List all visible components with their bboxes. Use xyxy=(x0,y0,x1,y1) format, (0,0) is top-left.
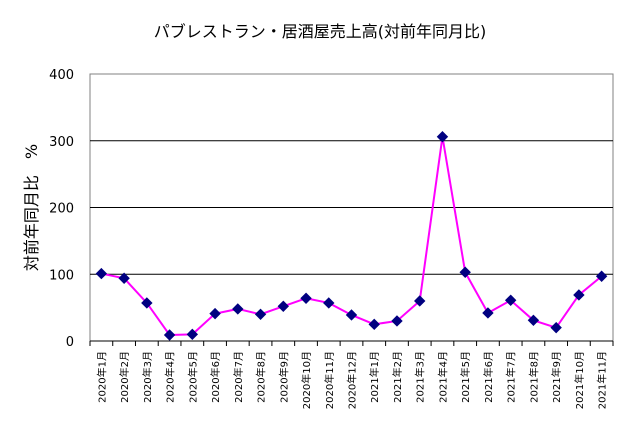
x-tick-label: 2020年6月 xyxy=(209,351,222,403)
chart-title: パブレストラン・居酒屋売上高(対前年同月比) xyxy=(154,22,487,41)
x-tick-label: 2021年5月 xyxy=(459,351,472,403)
data-point xyxy=(300,292,312,304)
data-point xyxy=(118,272,130,284)
x-tick-label: 2021年8月 xyxy=(527,351,540,403)
x-tick-label: 2020年5月 xyxy=(186,351,199,403)
data-point xyxy=(95,267,108,280)
x-tick-label: 2021年9月 xyxy=(550,351,563,403)
data-point xyxy=(459,266,471,278)
y-tick-label: 400 xyxy=(49,68,74,83)
data-point xyxy=(345,309,358,321)
x-tick-label: 2021年6月 xyxy=(482,351,495,403)
data-point xyxy=(482,307,494,319)
data-point xyxy=(504,294,517,306)
x-tick-label: 2020年3月 xyxy=(141,351,154,403)
data-point xyxy=(368,318,380,331)
y-tick-label: 0 xyxy=(66,335,74,350)
y-tick-label: 300 xyxy=(49,135,74,150)
data-point xyxy=(186,328,199,341)
data-point xyxy=(414,295,426,307)
plot-area: 0 100 200 300 400 2020年1月 2020年2月 2020年3月 2020年4… xyxy=(22,68,614,409)
y-tick-label: 100 xyxy=(49,268,74,283)
x-tick-label: 2021年2月 xyxy=(391,351,404,403)
x-tick-label: 2021年1月 xyxy=(368,351,381,403)
x-tick-label: 2020年10月 xyxy=(300,351,313,409)
data-point xyxy=(527,314,540,327)
x-tick-label: 2020年8月 xyxy=(255,351,268,403)
x-tick-label: 2020年7月 xyxy=(232,351,245,403)
data-point xyxy=(141,297,153,309)
x-tick-label: 2021年10月 xyxy=(573,351,586,409)
y-tick-label: 200 xyxy=(49,202,74,217)
x-tick-label: 2020年12月 xyxy=(346,351,359,409)
data-point xyxy=(209,307,221,320)
data-point xyxy=(323,297,335,309)
y-axis-title: 対前年同月比 % xyxy=(22,144,41,271)
x-tick-label: 2021年4月 xyxy=(436,351,449,403)
x-tick-label: 2020年1月 xyxy=(95,351,108,403)
data-point xyxy=(550,321,562,334)
x-tick-label: 2021年3月 xyxy=(414,351,427,403)
data-point xyxy=(595,270,608,282)
x-tick-label: 2021年11月 xyxy=(596,351,609,409)
data-point xyxy=(436,131,449,143)
x-tick-label: 2021年7月 xyxy=(505,351,518,403)
data-point xyxy=(232,303,244,315)
data-point xyxy=(254,308,267,321)
data-point xyxy=(573,289,585,301)
x-tick-label: 2020年9月 xyxy=(277,351,290,403)
x-tick-label: 2020年2月 xyxy=(118,351,131,403)
data-point xyxy=(391,315,403,327)
x-tick-label: 2020年4月 xyxy=(164,351,177,403)
data-point xyxy=(277,300,289,312)
x-tick-label: 2020年11月 xyxy=(323,351,336,409)
data-point xyxy=(163,329,176,341)
